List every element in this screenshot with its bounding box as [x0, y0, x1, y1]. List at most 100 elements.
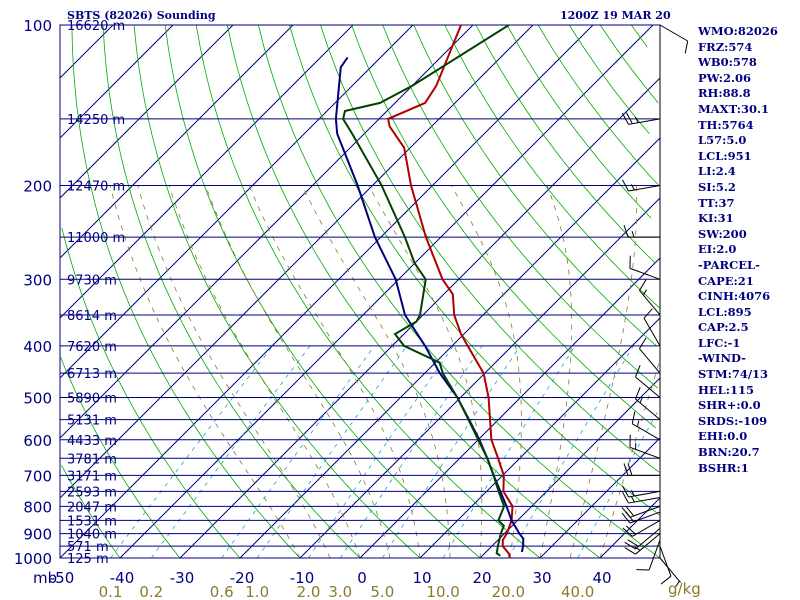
- index-line: RH:88.8: [698, 86, 751, 101]
- index-line: TT:37: [698, 195, 735, 210]
- height-tick-label: 6713 m: [67, 367, 117, 382]
- isotherm-line: [59, 24, 474, 439]
- index-line: L57:5.0: [698, 133, 747, 148]
- pressure-tick-label: 300: [23, 271, 52, 289]
- mixing-ratio-tick-label: 2.0: [297, 583, 321, 600]
- chart-title: SBTS (82026) Sounding: [67, 9, 216, 22]
- height-tick-label: 4433 m: [67, 434, 117, 449]
- wind-barb: [623, 224, 660, 238]
- isotherm-line: [59, 24, 114, 79]
- temperature-tick-label: -40: [110, 569, 135, 587]
- height-tick-label: 7620 m: [67, 340, 117, 355]
- wind-barb: [639, 279, 661, 316]
- index-line: SI:5.2: [698, 179, 736, 194]
- height-tick-label: 5890 m: [67, 392, 117, 407]
- thermo-grid: [59, 24, 661, 559]
- pressure-tick-label: 400: [23, 338, 52, 356]
- wind-barb: [635, 365, 661, 398]
- index-line: LI:2.4: [698, 164, 736, 179]
- wind-barb: [622, 179, 661, 192]
- dry-adiabat-line: [382, 24, 658, 389]
- plot-frame: [59, 24, 661, 559]
- temperature-tick-label: -30: [170, 569, 195, 587]
- height-tick-label: 2047 m: [67, 500, 117, 515]
- mixing-ratio-tick-label: 40.0: [561, 583, 594, 600]
- pressure-tick-label: 900: [23, 526, 52, 544]
- profile-line-3: [342, 24, 510, 557]
- index-line: FRZ:574: [698, 39, 753, 54]
- dry-adiabat-line: [506, 24, 652, 219]
- chart-timestamp: 1200Z 19 MAR 20: [560, 9, 671, 22]
- wind-barb: [631, 411, 661, 441]
- height-tick-label: 125 m: [67, 552, 109, 567]
- index-line: CINH:4076: [698, 289, 771, 304]
- wind-barb: [629, 434, 661, 459]
- wind-barb: [624, 533, 661, 555]
- mixing-ratio-tick-label: 0.1: [99, 583, 123, 600]
- pressure-unit-label: mb: [33, 569, 57, 587]
- index-line: SHR+:0.0: [698, 398, 761, 413]
- dry-adiabat-line: [320, 24, 660, 473]
- index-line: CAPE:21: [698, 273, 754, 288]
- dry-adiabat-line: [60, 357, 181, 559]
- height-tick-label: 16620 m: [67, 19, 125, 34]
- wind-barb: [622, 485, 661, 498]
- wind-barb: [624, 528, 661, 550]
- profile-line-1: [386, 24, 514, 559]
- index-line: WMO:82026: [698, 24, 778, 38]
- index-line: -WIND-: [698, 351, 746, 366]
- index-line: EHI:0.0: [698, 429, 748, 444]
- index-line: CAP:2.5: [698, 320, 749, 335]
- temperature-tick-label: 20: [472, 569, 491, 587]
- isotherm-line: [59, 24, 594, 559]
- wind-barb: [622, 112, 661, 125]
- index-line: EI:2.0: [698, 242, 737, 257]
- mixing-ratio-tick-label: 3.0: [328, 583, 352, 600]
- mixing-ratio-tick-label: 0.2: [139, 583, 163, 600]
- height-tick-label: 571 m: [67, 540, 109, 555]
- temperature-tick-label: 0: [357, 569, 367, 587]
- isotherm-line: [359, 257, 661, 559]
- pressure-tick-label: 500: [23, 390, 52, 408]
- stability-indices-panel: WMO:82026 FRZ:574 WB0:578 PW:2.06 RH:88.8 MAX…: [698, 24, 798, 476]
- dry-adiabat-line: [289, 24, 660, 516]
- dry-adiabat-line: [630, 24, 648, 48]
- temperature-tick-label: 30: [532, 569, 551, 587]
- isotherm-line: [59, 24, 354, 319]
- pressure-tick-label: 1000: [14, 550, 52, 568]
- temperature-tick-label: -50: [50, 569, 75, 587]
- isotherm-line: [59, 24, 414, 379]
- wind-barb: [659, 557, 681, 587]
- dry-adiabat-line: [351, 24, 656, 429]
- mixing-ratio-unit-label: g/kg: [668, 580, 701, 598]
- index-line: BRN:20.7: [698, 445, 760, 460]
- mixing-ratio-tick-label: 5.0: [370, 583, 394, 600]
- isotherm-line: [239, 137, 661, 559]
- index-line: SRDS:-109: [698, 413, 768, 428]
- height-tick-label: 9730 m: [67, 273, 117, 288]
- index-line: WB0:578: [698, 55, 757, 70]
- index-line: PW:2.06: [698, 70, 752, 85]
- index-line: MAXT:30.1: [698, 101, 769, 116]
- moist-adiabat-line: [301, 185, 451, 558]
- wind-barb: [635, 387, 661, 420]
- isotherm-line: [479, 377, 661, 559]
- isotherm-line: [179, 77, 661, 559]
- wind-barb: [643, 308, 661, 347]
- mixing-ratio-tick-label: 10.0: [426, 583, 459, 600]
- temperature-tick-label: 40: [592, 569, 611, 587]
- index-line: LCL:951: [698, 148, 752, 163]
- index-line: -PARCEL-: [698, 257, 760, 272]
- height-tick-label: 3171 m: [67, 469, 117, 484]
- height-tick-label: 5131 m: [67, 414, 117, 429]
- height-tick-label: 14250 m: [67, 113, 125, 128]
- height-tick-label: 2593 m: [67, 485, 117, 500]
- pressure-tick-label: 200: [23, 177, 52, 195]
- temperature-tick-label: 10: [412, 569, 431, 587]
- dry-adiabat-line: [61, 465, 121, 559]
- mixing-ratio-tick-label: 1.0: [245, 583, 269, 600]
- wind-barb-column: [621, 24, 689, 587]
- isotherm-line: [119, 24, 654, 559]
